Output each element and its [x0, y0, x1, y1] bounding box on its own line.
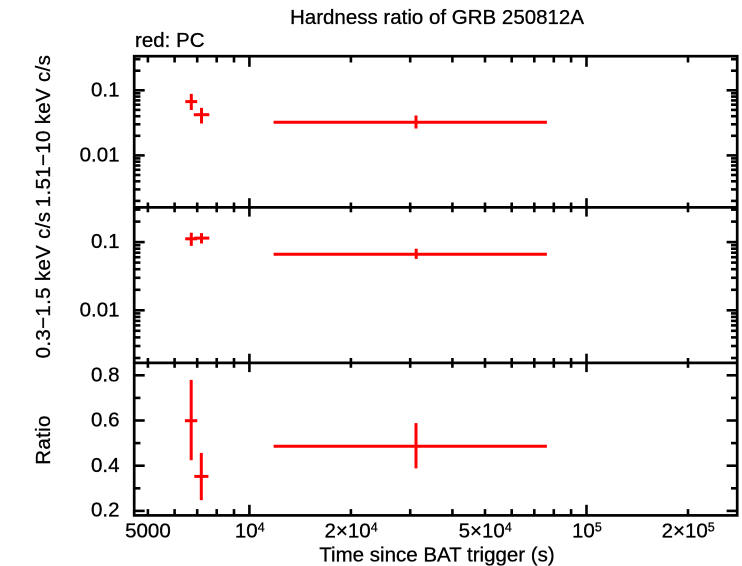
svg-text:0.4: 0.4: [91, 454, 120, 477]
svg-text:Time since BAT trigger (s): Time since BAT trigger (s): [319, 543, 554, 566]
svg-text:104: 104: [235, 520, 265, 543]
svg-text:0.8: 0.8: [91, 363, 120, 386]
svg-text:1.51−10 keV c/s: 1.51−10 keV c/s: [32, 55, 55, 207]
svg-text:0.1: 0.1: [91, 230, 120, 253]
svg-text:0.01: 0.01: [80, 298, 120, 321]
svg-text:Hardness ratio of GRB 250812A: Hardness ratio of GRB 250812A: [290, 6, 584, 29]
svg-text:0.6: 0.6: [91, 409, 120, 432]
svg-text:0.2: 0.2: [91, 499, 120, 522]
svg-text:2×104: 2×104: [325, 520, 378, 543]
svg-text:0.3−1.5 keV c/s: 0.3−1.5 keV c/s: [32, 212, 55, 359]
svg-text:0.1: 0.1: [91, 78, 120, 101]
svg-text:5×104: 5×104: [459, 520, 512, 543]
svg-text:0.01: 0.01: [80, 144, 120, 167]
svg-text:2×105: 2×105: [662, 520, 715, 543]
svg-text:red: PC: red: PC: [135, 29, 205, 52]
svg-text:Ratio: Ratio: [32, 415, 55, 464]
svg-text:5000: 5000: [125, 520, 171, 543]
svg-text:105: 105: [572, 520, 602, 543]
